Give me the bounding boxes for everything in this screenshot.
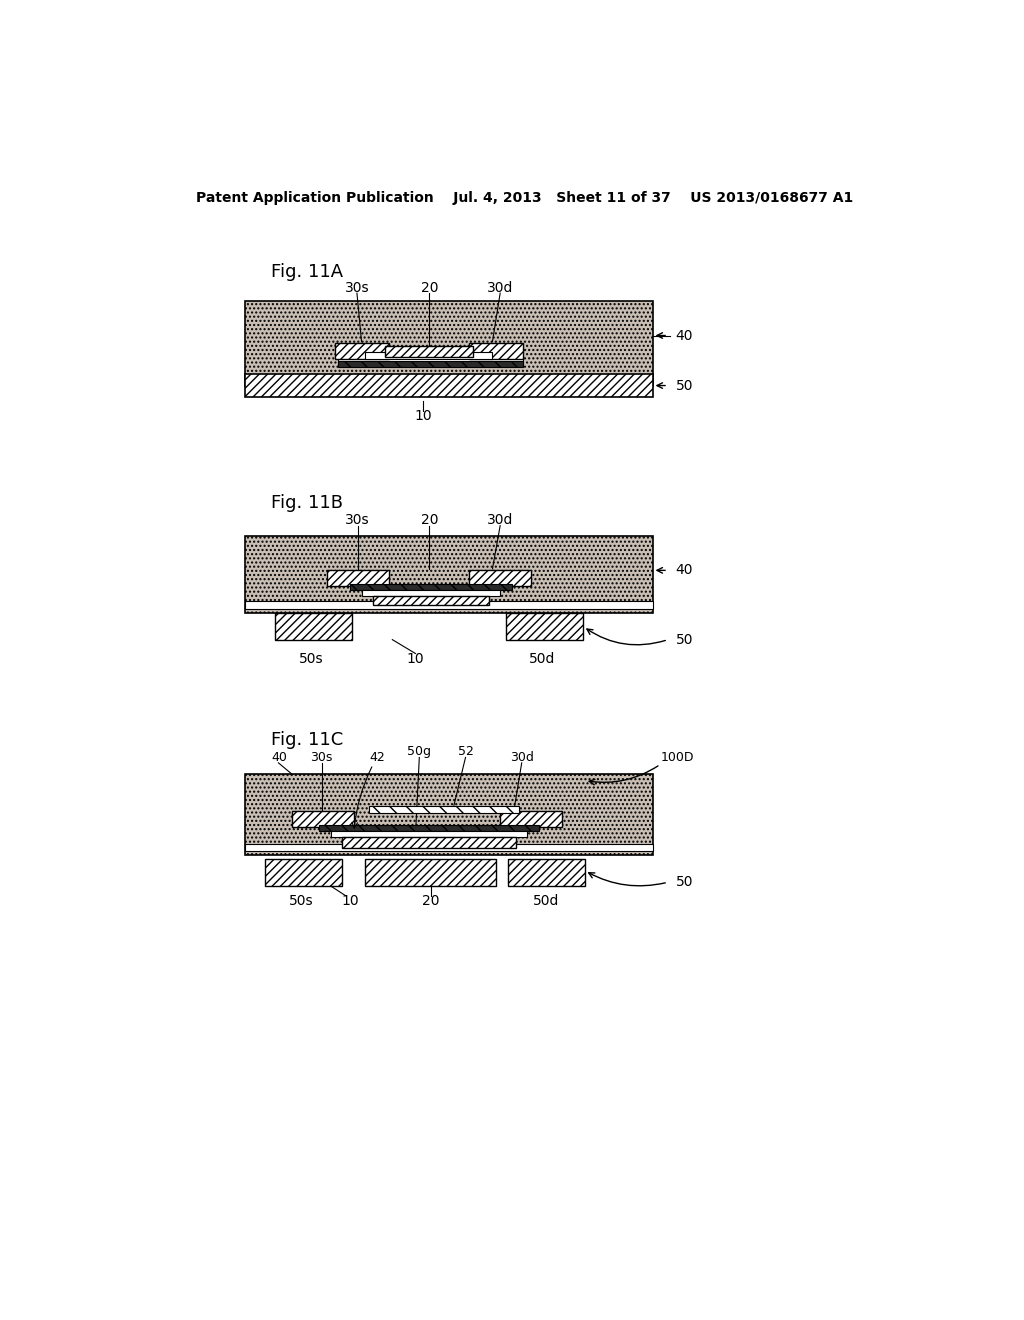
Text: 42: 42: [369, 751, 385, 764]
Bar: [292, 812, 354, 826]
Bar: [335, 343, 388, 359]
Text: 30s: 30s: [345, 281, 370, 294]
Text: 20: 20: [422, 895, 439, 908]
Bar: [319, 825, 539, 832]
Bar: [506, 612, 583, 640]
Bar: [342, 837, 515, 847]
Text: 20: 20: [421, 513, 438, 527]
Text: Patent Application Publication    Jul. 4, 2013   Sheet 11 of 37    US 2013/01686: Patent Application Publication Jul. 4, 2…: [197, 191, 853, 206]
Text: 52: 52: [458, 744, 473, 758]
Bar: [500, 812, 562, 826]
Bar: [469, 570, 531, 586]
Bar: [385, 346, 473, 358]
Text: 40: 40: [676, 564, 693, 577]
Bar: [245, 775, 652, 855]
Bar: [245, 374, 652, 397]
Bar: [366, 859, 497, 886]
Text: 50: 50: [676, 379, 693, 392]
Bar: [245, 301, 652, 385]
Text: Fig. 11C: Fig. 11C: [271, 731, 344, 748]
Bar: [275, 612, 352, 640]
Bar: [245, 536, 652, 612]
Text: 50: 50: [676, 875, 693, 890]
Text: 50d: 50d: [534, 895, 559, 908]
Bar: [331, 832, 527, 837]
Text: 50d: 50d: [529, 652, 556, 665]
Text: 50g: 50g: [408, 744, 431, 758]
Bar: [350, 585, 512, 590]
Text: 40: 40: [271, 751, 288, 764]
Text: 10: 10: [407, 652, 424, 665]
Bar: [508, 859, 585, 886]
Text: 50: 50: [676, 632, 693, 647]
Bar: [327, 570, 388, 586]
Text: 20: 20: [421, 281, 438, 294]
Text: Fig. 11A: Fig. 11A: [271, 264, 344, 281]
Bar: [370, 807, 519, 813]
Text: 40: 40: [676, 329, 693, 342]
Bar: [245, 601, 652, 609]
Bar: [265, 859, 342, 886]
Bar: [373, 595, 488, 605]
Bar: [366, 352, 493, 359]
Bar: [245, 843, 652, 851]
Bar: [339, 358, 523, 363]
Text: 30d: 30d: [487, 281, 513, 294]
Text: 30d: 30d: [510, 751, 534, 764]
Text: 10: 10: [415, 409, 432, 424]
Text: 50s: 50s: [289, 895, 313, 908]
Bar: [339, 360, 523, 367]
Text: Fig. 11B: Fig. 11B: [271, 495, 343, 512]
Text: 30d: 30d: [487, 513, 513, 527]
Text: 30s: 30s: [345, 513, 370, 527]
Text: 50s: 50s: [299, 652, 324, 665]
Text: 100D: 100D: [660, 751, 694, 764]
Text: 30s: 30s: [310, 751, 333, 764]
Bar: [361, 590, 500, 595]
Text: 10: 10: [341, 895, 358, 908]
Bar: [469, 343, 523, 359]
